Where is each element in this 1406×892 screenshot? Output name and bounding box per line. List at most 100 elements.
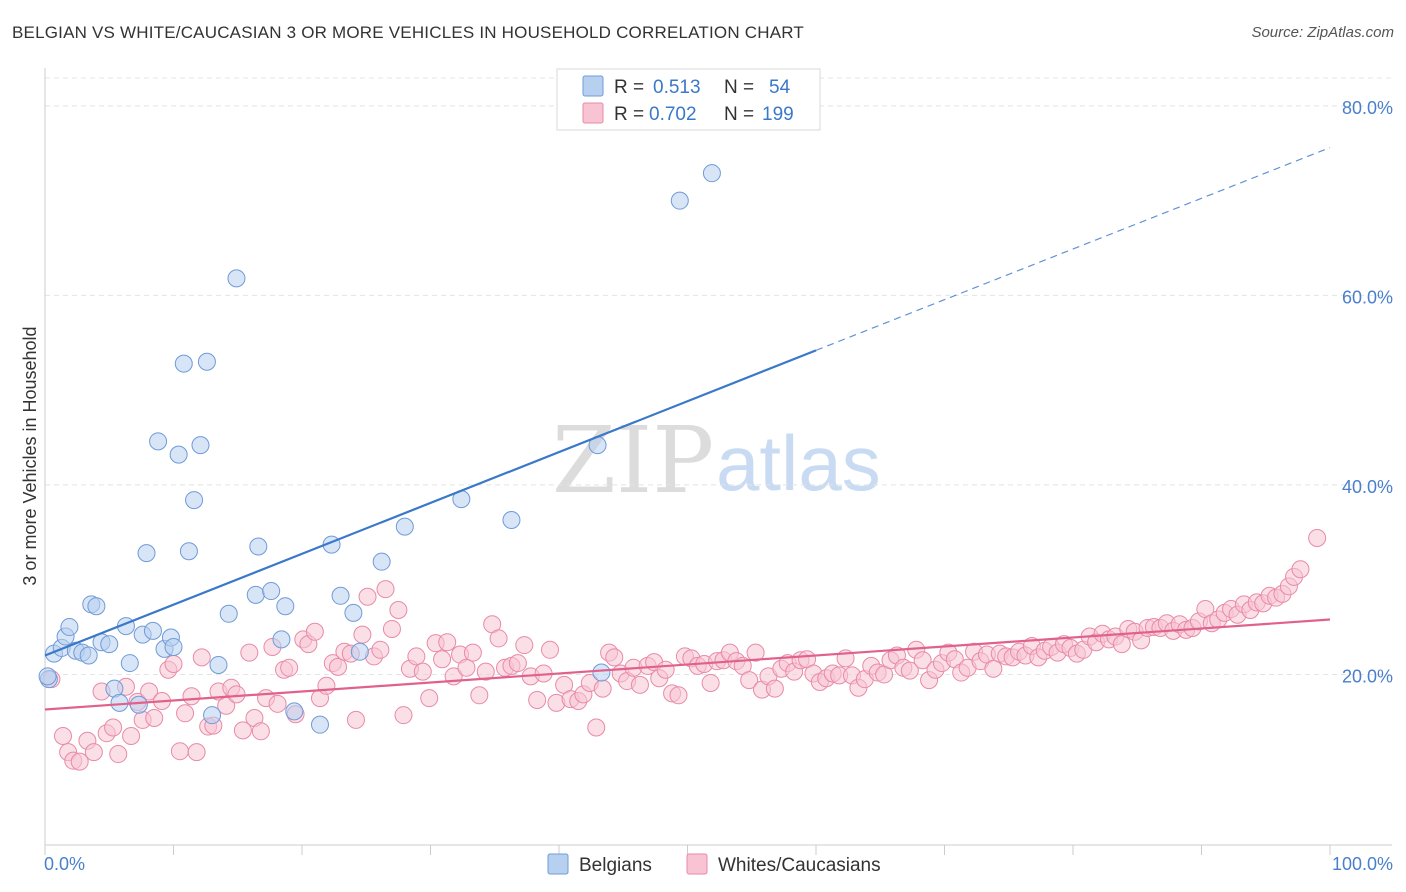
data-point [331, 586, 350, 605]
watermark-atlas: atlas [716, 419, 881, 507]
axes [44, 68, 1392, 855]
legend-n-value-whites: 199 [762, 104, 794, 125]
data-point [433, 650, 452, 669]
legend-swatch-whites [582, 102, 604, 124]
data-point [389, 601, 408, 620]
x-tick-label: 0.0% [44, 854, 85, 874]
x-tick-labels: 0.0% 100.0% [44, 854, 1393, 874]
data-point [413, 662, 432, 681]
data-point [251, 722, 270, 741]
data-point [197, 352, 216, 371]
data-point [310, 715, 329, 734]
x-tick-label: 100.0% [1332, 854, 1393, 874]
data-point [143, 621, 162, 640]
data-point [122, 727, 141, 746]
data-point [219, 604, 238, 623]
data-point [280, 658, 299, 677]
data-point [656, 660, 675, 679]
series-belgians [38, 164, 721, 734]
data-point [457, 658, 476, 677]
data-point [191, 436, 210, 455]
data-point [262, 582, 281, 601]
data-point [420, 689, 439, 708]
data-point [587, 718, 606, 737]
legend-swatch-belgians [582, 75, 604, 97]
bottom-legend-label-whites: Whites/Caucasians [718, 855, 881, 876]
data-point [227, 685, 246, 704]
data-point [670, 191, 689, 210]
data-point [438, 633, 457, 652]
data-point [913, 651, 932, 670]
data-point [605, 648, 624, 667]
legend-r-value-belgians: 0.513 [653, 77, 701, 98]
data-point [344, 603, 363, 622]
data-point [84, 743, 103, 762]
data-point [109, 745, 128, 764]
data-point [233, 721, 252, 740]
legend-r-label: R = [614, 77, 644, 98]
data-point [353, 625, 372, 644]
data-point [120, 654, 139, 673]
data-point [328, 657, 347, 676]
data-point [900, 661, 919, 680]
trend-lines [44, 147, 1331, 711]
data-point [38, 667, 57, 686]
bottom-legend-swatch-belgians [547, 853, 569, 875]
data-point [79, 646, 98, 665]
data-point [104, 718, 123, 737]
data-point [240, 643, 259, 662]
data-point [60, 618, 79, 637]
data-point [100, 635, 119, 654]
legend-r-value-whites: 0.702 [649, 104, 697, 125]
legend-r-label: R = [614, 104, 644, 125]
data-point [1308, 528, 1327, 547]
data-point [149, 432, 168, 451]
data-point [164, 637, 183, 656]
data-point [227, 269, 246, 288]
data-point [137, 544, 156, 563]
data-point [372, 552, 391, 571]
watermark: ZIP atlas [552, 407, 881, 514]
chart-title: BELGIAN VS WHITE/CAUCASIAN 3 OR MORE VEH… [12, 23, 804, 42]
data-point [630, 675, 649, 694]
data-point [765, 679, 784, 698]
data-point [272, 630, 291, 649]
data-point [174, 354, 193, 373]
data-point [470, 686, 489, 705]
data-point [140, 682, 159, 701]
watermark-zip: ZIP [552, 407, 714, 514]
data-point [508, 654, 527, 673]
trend-line-belgians [44, 349, 817, 657]
data-point [1112, 635, 1131, 654]
data-point [592, 663, 611, 682]
data-point [376, 580, 395, 599]
bottom-legend-swatch-whites [686, 853, 708, 875]
data-point [285, 702, 304, 721]
data-point [593, 679, 612, 698]
data-point [358, 587, 377, 606]
data-point [305, 622, 324, 641]
y-tick-label: 60.0% [1342, 287, 1393, 307]
data-point [53, 727, 72, 746]
data-point [145, 709, 164, 728]
data-point [541, 640, 560, 659]
data-point [740, 671, 759, 690]
data-point [176, 704, 195, 723]
legend-n-label: N = [724, 104, 754, 125]
data-point [476, 662, 495, 681]
data-point [489, 629, 508, 648]
data-point [382, 619, 401, 638]
data-point [185, 491, 204, 510]
data-point [407, 647, 426, 666]
data-point [702, 164, 721, 183]
data-point [463, 643, 482, 662]
bottom-legend: Belgians Whites/Caucasians [547, 853, 881, 876]
y-tick-labels: 20.0% 40.0% 60.0% 80.0% [1342, 98, 1393, 687]
data-point [317, 676, 336, 695]
data-point [276, 597, 295, 616]
data-point [669, 686, 688, 705]
data-point [1291, 560, 1310, 579]
data-point [129, 695, 148, 714]
data-point [192, 648, 211, 667]
